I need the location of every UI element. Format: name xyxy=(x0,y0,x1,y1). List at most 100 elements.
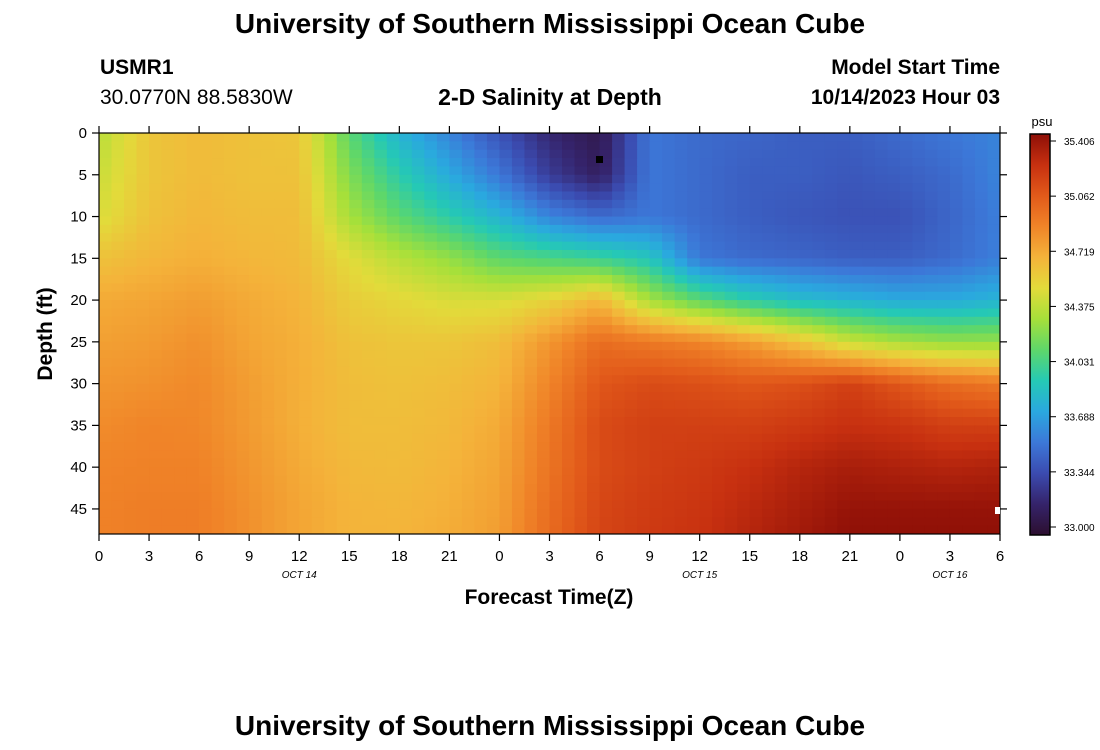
heatmap-cell xyxy=(186,375,200,385)
heatmap-cell xyxy=(111,358,125,368)
heatmap-cell xyxy=(799,391,813,401)
heatmap-cell xyxy=(286,275,300,284)
heatmap-cell xyxy=(236,525,250,534)
heatmap-cell xyxy=(687,391,701,401)
heatmap-cell xyxy=(987,400,1000,410)
heatmap-cell xyxy=(812,216,826,226)
heatmap-cell xyxy=(524,433,538,443)
colorbar-tick-label: 35.406 xyxy=(1064,137,1095,148)
heatmap-cell xyxy=(374,525,388,534)
heatmap-cell xyxy=(474,483,488,493)
heatmap-cell xyxy=(949,325,964,335)
heatmap-cell xyxy=(762,183,776,193)
heatmap-cell xyxy=(474,383,488,393)
heatmap-cell xyxy=(912,467,926,477)
heatmap-cell xyxy=(274,224,288,234)
heatmap-cell xyxy=(261,450,275,460)
heatmap-cell xyxy=(562,475,576,485)
heatmap-cell xyxy=(136,133,150,142)
heatmap-cell xyxy=(511,224,526,234)
heatmap-cell xyxy=(749,391,763,401)
heatmap-cell xyxy=(324,158,338,168)
heatmap-cell xyxy=(649,133,663,142)
heatmap-cell xyxy=(812,183,826,193)
heatmap-cell xyxy=(299,275,313,284)
heatmap-cell xyxy=(411,341,425,351)
heatmap-cell xyxy=(624,425,638,435)
heatmap-cell xyxy=(837,391,851,401)
heatmap-cell xyxy=(424,400,438,410)
heatmap-cell xyxy=(249,208,263,218)
heatmap-cell xyxy=(311,149,325,159)
heatmap-cell xyxy=(511,500,526,510)
heatmap-cell xyxy=(762,458,776,468)
heatmap-cell xyxy=(424,408,438,418)
heatmap-cell xyxy=(687,208,701,218)
heatmap-cell xyxy=(211,475,225,485)
heatmap-cell xyxy=(824,199,838,209)
heatmap-cell xyxy=(361,174,375,184)
heatmap-cell xyxy=(737,508,751,518)
heatmap-cell xyxy=(699,333,713,343)
heatmap-cell xyxy=(211,425,225,435)
heatmap-cell xyxy=(774,241,788,251)
heatmap-cell xyxy=(349,174,363,184)
heatmap-cell xyxy=(424,308,438,318)
heatmap-cell xyxy=(161,408,175,418)
heatmap-cell xyxy=(424,417,438,426)
heatmap-cell xyxy=(724,191,738,201)
heatmap-cell xyxy=(474,492,488,502)
heatmap-cell xyxy=(599,325,613,335)
heatmap-cell xyxy=(699,183,713,193)
heatmap-cell xyxy=(874,208,888,218)
heatmap-cell xyxy=(787,208,801,218)
heatmap-cell xyxy=(799,450,813,460)
heatmap-cell xyxy=(962,375,976,385)
heatmap-cell xyxy=(812,467,826,477)
heatmap-cell xyxy=(474,467,488,477)
heatmap-cell xyxy=(899,266,913,276)
heatmap-cell xyxy=(274,208,288,218)
heatmap-cell xyxy=(574,383,588,393)
heatmap-cell xyxy=(624,166,638,176)
heatmap-cell xyxy=(461,375,476,385)
heatmap-cell xyxy=(424,391,438,401)
heatmap-cell xyxy=(124,525,138,534)
heatmap-cell xyxy=(349,475,363,485)
heatmap-cell xyxy=(224,275,238,284)
heatmap-cell xyxy=(762,133,776,142)
heatmap-cell xyxy=(899,500,913,510)
heatmap-cell xyxy=(949,417,964,426)
heatmap-cell xyxy=(587,500,601,510)
heatmap-cell xyxy=(486,366,501,376)
heatmap-cell xyxy=(324,391,338,401)
heatmap-cell xyxy=(837,325,851,335)
heatmap-cell xyxy=(461,358,476,368)
heatmap-cell xyxy=(724,199,738,209)
heatmap-cell xyxy=(937,442,951,452)
heatmap-cell xyxy=(749,149,763,159)
heatmap-cell xyxy=(224,450,238,460)
heatmap-cell xyxy=(511,350,526,360)
heatmap-cell xyxy=(474,183,488,193)
heatmap-cell xyxy=(224,325,238,335)
heatmap-cell xyxy=(662,308,676,318)
heatmap-cell xyxy=(937,158,951,168)
heatmap-cell xyxy=(824,133,838,142)
heatmap-cell xyxy=(236,224,250,234)
heatmap-cell xyxy=(211,216,225,226)
heatmap-cell xyxy=(436,400,450,410)
heatmap-cell xyxy=(386,425,400,435)
heatmap-cell xyxy=(411,383,425,393)
heatmap-cell xyxy=(411,442,425,452)
heatmap-cell xyxy=(962,133,976,142)
heatmap-cell xyxy=(962,233,976,243)
heatmap-cell xyxy=(799,383,813,393)
heatmap-cell xyxy=(374,383,388,393)
heatmap-cell xyxy=(136,233,150,243)
heatmap-cell xyxy=(824,241,838,251)
heatmap-cell xyxy=(474,316,488,326)
heatmap-cell xyxy=(211,467,225,477)
heatmap-cell xyxy=(524,366,538,376)
heatmap-cell xyxy=(724,383,738,393)
